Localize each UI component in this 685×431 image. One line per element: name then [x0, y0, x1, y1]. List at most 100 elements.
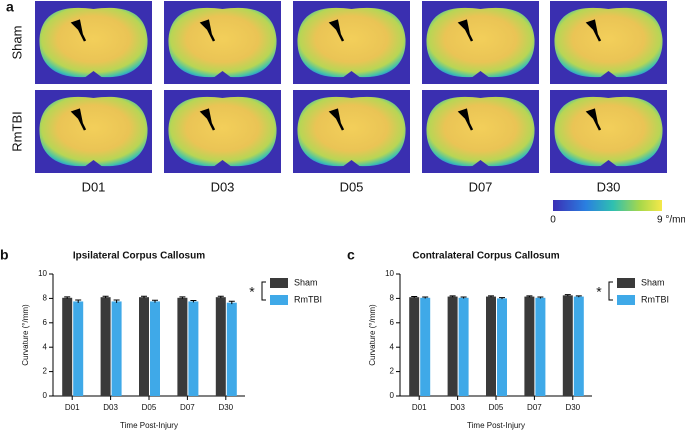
significance-mark: *: [249, 284, 255, 300]
error-bar: [411, 295, 418, 298]
brain-image: [297, 96, 406, 167]
column-label: D05: [340, 179, 364, 194]
x-axis-label: Time Post-Injury: [120, 421, 178, 430]
bar: [215, 297, 226, 396]
x-axis-label: Time Post-Injury: [467, 421, 525, 430]
error-bar: [102, 295, 109, 299]
bar: [409, 297, 420, 396]
brain-image: [426, 7, 535, 78]
arrow: [457, 108, 474, 131]
bar: [420, 297, 431, 396]
significance-bracket: [261, 281, 266, 301]
bar: [524, 296, 535, 396]
column-label: D01: [82, 179, 106, 194]
legend-swatch: [270, 295, 288, 305]
y-tick-label: 10: [38, 269, 47, 278]
error-bar: [422, 296, 429, 299]
arrow: [585, 108, 602, 131]
bar: [562, 295, 573, 396]
y-axis-label: Curvature (°/mm): [368, 304, 377, 366]
y-tick-label: 8: [43, 294, 48, 303]
y-tick-label: 6: [43, 318, 48, 327]
colorbar-tick-label: 0: [550, 215, 556, 226]
y-tick-label: 8: [390, 294, 395, 303]
x-tick-label: D01: [412, 403, 427, 412]
error-bar: [179, 296, 186, 299]
error-bar: [141, 295, 147, 299]
x-tick-label: D30: [218, 403, 233, 412]
error-bar: [75, 299, 82, 303]
panel-label: c: [347, 247, 355, 263]
arrow: [585, 19, 602, 42]
column-label: D03: [211, 179, 235, 194]
arrow: [199, 108, 216, 131]
x-tick-label: D07: [527, 403, 542, 412]
arrow: [199, 19, 216, 42]
error-bar: [575, 295, 582, 298]
column-label: D30: [597, 179, 621, 194]
legend-swatch: [617, 278, 635, 288]
error-bar: [64, 296, 71, 299]
column-label: D07: [469, 179, 493, 194]
bar: [447, 296, 458, 396]
legend-label: RmTBI: [641, 294, 669, 304]
x-tick-label: D30: [565, 403, 580, 412]
bar: [73, 301, 84, 396]
error-bar: [460, 296, 467, 299]
brain-image: [168, 7, 277, 78]
y-tick-label: 10: [385, 269, 394, 278]
row-label: RmTBI: [9, 111, 24, 151]
y-axis-label: Curvature (°/mm): [21, 304, 30, 366]
y-tick-label: 4: [390, 342, 395, 351]
error-bar: [488, 295, 494, 298]
panel-label: b: [0, 247, 9, 263]
significance-mark: *: [596, 284, 602, 300]
arrow: [328, 108, 345, 131]
bar: [535, 297, 546, 396]
bar: [150, 301, 160, 396]
y-tick-label: 0: [43, 391, 48, 400]
x-tick-label: D05: [142, 403, 157, 412]
y-tick-label: 0: [390, 391, 395, 400]
x-tick-label: D03: [103, 403, 118, 412]
bar: [177, 297, 188, 396]
error-bar: [526, 295, 533, 298]
arrow: [70, 108, 87, 131]
brain-image: [426, 96, 535, 167]
chart-title: Contralateral Corpus Callosum: [412, 251, 559, 262]
arrow: [70, 19, 87, 42]
y-tick-label: 2: [43, 367, 48, 376]
legend-label: Sham: [294, 277, 318, 287]
row-label: Sham: [9, 26, 24, 60]
panel-label: a: [6, 0, 14, 15]
error-bar: [113, 299, 120, 303]
legend-swatch: [617, 295, 635, 305]
brain-image: [297, 7, 406, 78]
y-tick-label: 2: [390, 367, 395, 376]
significance-bracket: [608, 281, 613, 301]
bar: [573, 296, 584, 396]
x-tick-label: D07: [180, 403, 195, 412]
error-bar: [152, 299, 158, 303]
y-tick-label: 4: [43, 342, 48, 351]
x-tick-label: D03: [450, 403, 465, 412]
y-tick-label: 6: [390, 318, 395, 327]
error-bar: [449, 295, 456, 298]
bar: [188, 301, 199, 396]
arrow: [328, 19, 345, 42]
bar: [486, 296, 496, 396]
brain-image: [168, 96, 277, 167]
x-tick-label: D05: [489, 403, 504, 412]
legend-swatch: [270, 278, 288, 288]
brain-image: [39, 7, 148, 78]
colorbar-tick-label: 9 °/mm: [657, 215, 685, 226]
bar: [111, 301, 122, 396]
brain-image: [554, 7, 663, 78]
error-bar: [228, 300, 235, 305]
bar: [100, 297, 111, 396]
error-bar: [564, 294, 571, 297]
chart-title: Ipsilateral Corpus Callosum: [73, 251, 205, 262]
colorbar: [553, 200, 662, 211]
x-tick-label: D01: [65, 403, 80, 412]
